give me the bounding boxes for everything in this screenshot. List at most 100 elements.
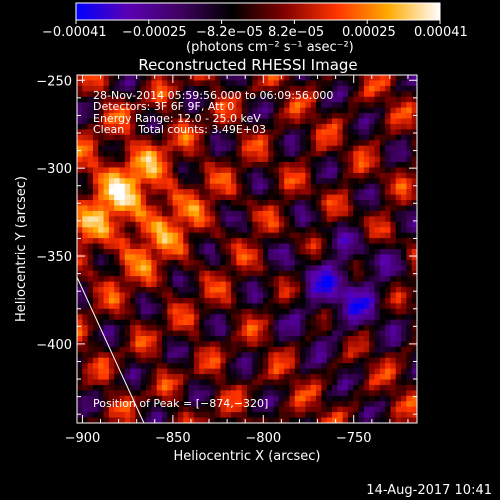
heatmap-cell xyxy=(289,363,296,370)
heatmap-cell xyxy=(241,183,248,190)
heatmap-cell xyxy=(401,341,407,348)
heatmap-cell xyxy=(321,384,328,391)
heatmap-cell xyxy=(374,259,381,266)
heatmap-cell xyxy=(273,178,280,185)
heatmap-cell xyxy=(114,216,121,223)
heatmap-cell xyxy=(268,205,275,212)
heatmap-cell xyxy=(326,91,333,98)
heatmap-cell xyxy=(358,172,365,179)
heatmap-cell xyxy=(204,314,211,321)
heatmap-cell xyxy=(289,395,296,402)
heatmap-cell xyxy=(92,134,99,141)
x-tick-label-3: −750 xyxy=(336,431,372,446)
heatmap-cell xyxy=(167,210,174,217)
heatmap-cell xyxy=(167,216,174,223)
heatmap-cell xyxy=(92,140,99,147)
heatmap-cell xyxy=(236,205,243,212)
heatmap-cell xyxy=(257,145,264,152)
heatmap-cell xyxy=(401,210,407,217)
heatmap-cell xyxy=(140,341,147,348)
heatmap-cell xyxy=(172,113,179,120)
heatmap-cell xyxy=(353,96,360,103)
heatmap-cell xyxy=(385,183,392,190)
heatmap-cell xyxy=(103,210,110,217)
heatmap-cell xyxy=(305,336,312,343)
heatmap-cell xyxy=(183,113,190,120)
heatmap-cell xyxy=(385,303,392,310)
heatmap-cell xyxy=(236,417,243,423)
heatmap-cell xyxy=(103,401,110,408)
heatmap-cell xyxy=(204,417,211,423)
heatmap-cell xyxy=(268,249,275,256)
heatmap-cell xyxy=(347,341,354,348)
heatmap-cell xyxy=(108,107,115,114)
heatmap-cell xyxy=(305,80,312,87)
heatmap-cell xyxy=(278,297,285,304)
heatmap-cell xyxy=(289,314,296,321)
heatmap-cell xyxy=(193,162,200,169)
heatmap-cell xyxy=(247,178,253,185)
heatmap-cell xyxy=(167,330,174,337)
heatmap-cell xyxy=(326,259,333,266)
heatmap-cell xyxy=(289,368,296,375)
heatmap-cell xyxy=(337,123,344,130)
heatmap-cell xyxy=(411,194,417,201)
heatmap-cell xyxy=(140,129,147,136)
heatmap-cell xyxy=(273,325,280,332)
heatmap-cell xyxy=(215,178,222,185)
heatmap-cell xyxy=(363,319,370,326)
heatmap-cell xyxy=(162,390,168,397)
heatmap-cell xyxy=(257,325,264,332)
heatmap-cell xyxy=(103,96,110,103)
heatmap-cell xyxy=(156,395,163,402)
heatmap-cell xyxy=(247,249,253,256)
heatmap-cell xyxy=(241,238,248,245)
heatmap-cell xyxy=(310,123,317,130)
heatmap-cell xyxy=(220,401,227,408)
heatmap-cell xyxy=(225,221,232,228)
heatmap-cell xyxy=(342,249,349,256)
heatmap-cell xyxy=(337,390,344,397)
heatmap-cell xyxy=(284,96,291,103)
heatmap-cell xyxy=(316,200,322,207)
heatmap-cell xyxy=(252,406,259,413)
heatmap-cell xyxy=(204,232,211,239)
heatmap-cell xyxy=(305,129,312,136)
heatmap-cell xyxy=(98,140,105,147)
heatmap-cell xyxy=(374,374,381,381)
heatmap-cell xyxy=(130,145,137,152)
heatmap-cell xyxy=(92,205,99,212)
heatmap-cell xyxy=(374,254,381,261)
heatmap-cell xyxy=(236,183,243,190)
heatmap-cell xyxy=(82,205,89,212)
heatmap-cell xyxy=(108,314,115,321)
heatmap-cell xyxy=(130,357,137,364)
heatmap-cell xyxy=(231,156,237,163)
heatmap-cell xyxy=(395,412,402,419)
heatmap-cell xyxy=(273,205,280,212)
heatmap-cell xyxy=(358,156,365,163)
heatmap-cell xyxy=(294,249,301,256)
heatmap-cell xyxy=(316,374,322,381)
heatmap-cell xyxy=(108,194,115,201)
heatmap-cell xyxy=(151,227,158,234)
heatmap-cell xyxy=(199,406,206,413)
heatmap-cell xyxy=(167,156,174,163)
heatmap-cell xyxy=(183,287,190,294)
heatmap-cell xyxy=(151,412,158,419)
heatmap-cell xyxy=(130,303,137,310)
heatmap-cell xyxy=(310,107,317,114)
heatmap-cell xyxy=(124,200,131,207)
heatmap-cell xyxy=(146,346,152,353)
heatmap-cell xyxy=(257,156,264,163)
heatmap-cell xyxy=(146,325,152,332)
heatmap-cell xyxy=(390,178,397,185)
heatmap-cell xyxy=(119,123,126,130)
heatmap-cell xyxy=(183,330,190,337)
heatmap-cell xyxy=(358,319,365,326)
heatmap-cell xyxy=(199,232,206,239)
y-tick-label-2: −350 xyxy=(36,250,72,265)
heatmap-cell xyxy=(385,325,392,332)
heatmap-cell xyxy=(209,227,216,234)
heatmap-cell xyxy=(103,91,110,98)
